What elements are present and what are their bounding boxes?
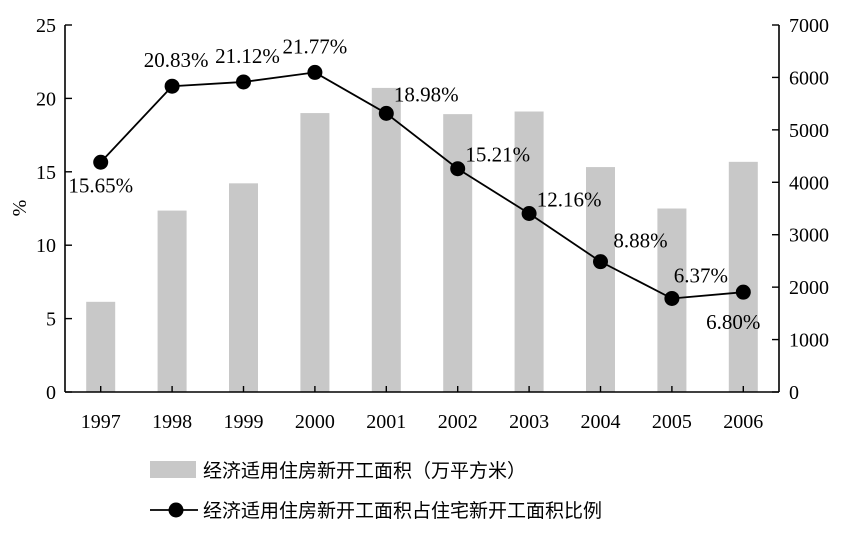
x-tick-label-2000: 2000	[295, 411, 335, 433]
right-tick-label-6000: 6000	[789, 67, 829, 89]
bar-1998	[157, 210, 187, 392]
right-tick-label-1000: 1000	[789, 330, 829, 352]
x-tick-label-1997: 1997	[81, 411, 121, 433]
right-tick-label-3000: 3000	[789, 225, 829, 247]
x-tick-label-2004: 2004	[581, 411, 621, 433]
bar-2001	[371, 87, 401, 393]
line-point-1999	[236, 74, 251, 90]
line-point-2000	[307, 64, 323, 80]
x-tick-label-2006: 2006	[723, 411, 763, 433]
left-tick-label-20: 20	[36, 88, 56, 110]
right-tick-label-4000: 4000	[789, 172, 829, 194]
data-label-1999: 21.12%	[215, 44, 280, 68]
bar-2000	[300, 113, 330, 392]
x-tick-label-1999: 1999	[224, 411, 264, 433]
line-point-1998	[164, 78, 180, 94]
bar-2004	[586, 167, 615, 392]
line-point-2004	[593, 254, 608, 270]
data-label-1997: 15.65%	[68, 173, 133, 197]
line-layer	[93, 64, 751, 306]
data-label-2004: 8.88%	[613, 229, 667, 253]
data-label-2006: 6.80%	[706, 310, 760, 334]
legend-line-label: 经济适用住房新开工面积占住宅新开工面积比例	[203, 500, 602, 522]
legend-bar-label: 经济适用住房新开工面积（万平方米）	[203, 460, 526, 482]
right-tick-label-5000: 5000	[789, 120, 829, 142]
bar-1999	[229, 183, 258, 392]
data-labels-layer: 15.65% 20.83% 21.12% 21.77% 18.98% 15.21% 12.1…	[68, 34, 760, 334]
data-label-2005: 6.37%	[674, 263, 728, 287]
data-label-2001: 18.98%	[394, 82, 459, 106]
data-label-1998: 20.83%	[144, 48, 209, 72]
x-tick-label-2002: 2002	[438, 411, 478, 433]
axes-layer: 0 5 10 15 20 25 0 1000 2000 3000 4000 5000 6000 7000 1…	[36, 15, 829, 433]
line-point-2002	[450, 161, 466, 177]
data-label-2000: 21.77%	[283, 34, 348, 58]
x-tick-label-2003: 2003	[509, 411, 549, 433]
line-point-1997	[93, 154, 109, 170]
data-label-2002: 15.21%	[465, 143, 530, 167]
line-point-2006	[735, 284, 751, 300]
x-tick-label-2005: 2005	[652, 411, 692, 433]
left-axis-label: %	[9, 200, 31, 217]
line-series-path	[100, 71, 744, 300]
left-tick-label-5: 5	[46, 309, 56, 331]
line-point-2003	[521, 205, 537, 221]
bars-layer	[86, 87, 758, 393]
legend-line-marker	[168, 502, 184, 518]
legend: 经济适用住房新开工面积（万平方米） 经济适用住房新开工面积占住宅新开工面积比例	[150, 460, 602, 522]
bar-1997	[86, 301, 116, 392]
right-tick-label-0: 0	[789, 382, 799, 404]
x-tick-label-1998: 1998	[152, 411, 192, 433]
legend-bar-swatch	[150, 461, 196, 478]
bar-2003	[514, 111, 544, 392]
left-tick-label-25: 25	[36, 15, 56, 37]
line-point-2001	[378, 105, 394, 121]
x-tick-label-2001: 2001	[366, 411, 406, 433]
right-tick-label-2000: 2000	[789, 277, 829, 299]
right-tick-label-7000: 7000	[789, 15, 829, 37]
line-point-2005	[664, 290, 680, 306]
left-tick-label-15: 15	[36, 162, 56, 184]
bar-2006	[728, 161, 758, 392]
data-label-2003: 12.16%	[537, 187, 602, 211]
left-tick-label-0: 0	[46, 382, 56, 404]
left-tick-label-10: 10	[36, 235, 56, 257]
